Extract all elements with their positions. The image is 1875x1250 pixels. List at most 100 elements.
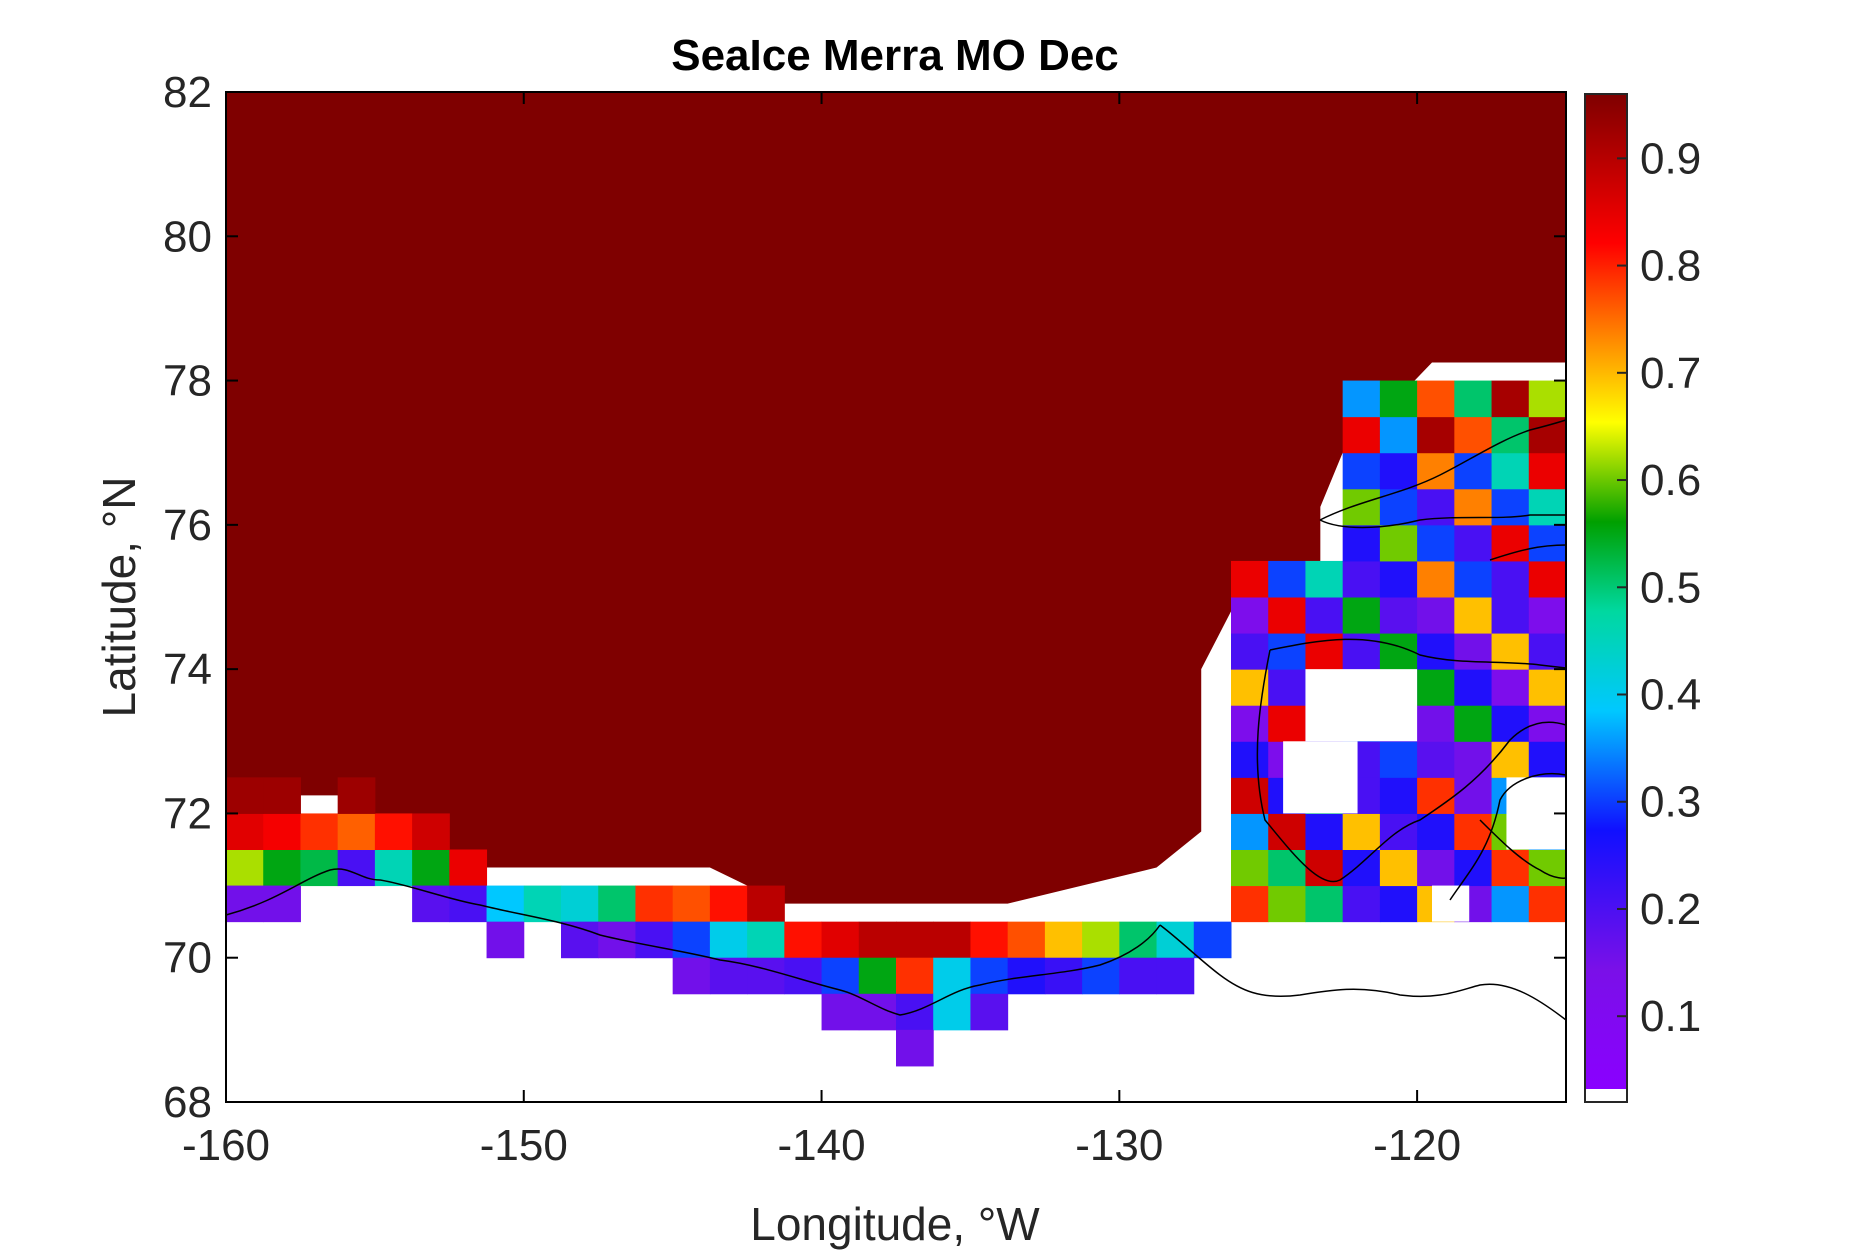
x-tick-label: -160 — [182, 1121, 270, 1170]
heatmap-cell — [1268, 669, 1306, 706]
y-tick-label: 80 — [163, 212, 212, 261]
heatmap-cell — [1342, 488, 1381, 526]
heatmap-ice-region — [226, 92, 1566, 904]
heatmap-cell — [1231, 813, 1269, 850]
heatmap-cell — [896, 993, 934, 1031]
heatmap-cell — [635, 921, 674, 959]
heatmap-cell — [486, 921, 525, 959]
heatmap-cell — [1342, 524, 1381, 562]
heatmap-cell — [933, 993, 971, 1031]
heatmap-cell — [1268, 885, 1306, 923]
heatmap-cell — [1417, 813, 1455, 850]
y-axis-label: Latitude, °N — [93, 477, 145, 718]
heatmap-cell — [1491, 597, 1530, 634]
heatmap-cell — [1491, 452, 1530, 490]
heatmap-cell — [1342, 885, 1381, 923]
heatmap-cell — [263, 777, 301, 814]
y-tick-label: 74 — [163, 645, 212, 694]
heatmap-cell — [1454, 452, 1493, 490]
heatmap-cells — [226, 92, 1567, 1067]
coastline-parry-islands — [1319, 419, 1567, 561]
heatmap-cell — [1305, 885, 1344, 923]
heatmap-cell — [449, 885, 488, 923]
colorbar-tick-label: 0.6 — [1640, 456, 1701, 505]
heatmap-cell — [374, 813, 413, 850]
y-axis-ticks: 68 70 72 74 76 78 80 82 — [163, 68, 1566, 1127]
heatmap-cell — [263, 813, 301, 850]
heatmap-cell — [821, 957, 860, 995]
y-tick-label: 72 — [163, 789, 212, 838]
heatmap-cell — [412, 885, 450, 923]
heatmap-cell — [1528, 560, 1567, 598]
colorbar-frame — [1584, 93, 1628, 1103]
heatmap-cell — [747, 957, 785, 995]
heatmap-cell — [1417, 705, 1455, 742]
heatmap-cell — [1082, 957, 1120, 995]
heatmap-cell — [896, 957, 934, 995]
heatmap-cell — [1528, 524, 1567, 562]
heatmap-cell — [1528, 885, 1567, 923]
heatmap-cell — [747, 885, 785, 923]
colorbar-tick-label: 0.8 — [1640, 242, 1701, 291]
heatmap-cell — [672, 957, 711, 995]
heatmap-cell — [1305, 633, 1344, 670]
colorbar-gradient — [1585, 94, 1627, 1089]
heatmap-cell — [1454, 488, 1493, 526]
coastline-canada — [1159, 924, 1567, 1021]
heatmap-cell — [1491, 416, 1530, 454]
heatmap-cell — [1342, 813, 1381, 850]
heatmap-cell — [1379, 560, 1418, 598]
heatmap-cell — [1342, 560, 1381, 598]
heatmap-cell — [1491, 705, 1530, 742]
x-tick-label: -120 — [1373, 1121, 1461, 1170]
heatmap-cell — [1491, 560, 1530, 598]
heatmap-cell — [1379, 488, 1418, 526]
heatmap-cell — [896, 1029, 934, 1067]
heatmap-cell — [1454, 597, 1493, 634]
heatmap-cell — [337, 849, 376, 887]
heatmap-cell — [1379, 885, 1418, 923]
heatmap-cell — [263, 885, 301, 923]
heatmap-cell — [1231, 597, 1269, 634]
heatmap-cell — [561, 885, 599, 923]
heatmap-cell — [1268, 705, 1306, 742]
heatmap-missing-cell — [1283, 741, 1358, 814]
y-tick-label: 82 — [163, 68, 212, 117]
heatmap-cell — [226, 813, 264, 850]
heatmap-cell — [1305, 560, 1344, 598]
coastline-overlay — [225, 419, 1567, 1021]
colorbar-tick-label: 0.7 — [1640, 349, 1701, 398]
heatmap-cell — [821, 921, 860, 959]
heatmap-cell — [1119, 957, 1158, 995]
heatmap-cell — [1156, 957, 1195, 995]
heatmap-cell — [1342, 452, 1381, 490]
heatmap-cell — [1417, 741, 1455, 778]
heatmap-cell — [1491, 885, 1530, 923]
heatmap-cell — [858, 921, 897, 959]
heatmap-cell — [1417, 597, 1455, 634]
heatmap-cell — [1231, 741, 1269, 778]
heatmap-cell — [709, 921, 748, 959]
heatmap-cell — [1342, 416, 1381, 454]
heatmap-cell — [412, 849, 450, 887]
heatmap-cell — [1342, 597, 1381, 634]
y-tick-label: 70 — [163, 934, 212, 983]
heatmap-cell — [412, 813, 450, 850]
heatmap-cell — [1082, 921, 1120, 959]
heatmap-cell — [747, 921, 785, 959]
chart-title: SeaIce Merra MO Dec — [671, 31, 1119, 80]
heatmap-cell — [598, 885, 636, 923]
heatmap-cell — [226, 777, 264, 814]
heatmap-cell — [1528, 633, 1567, 670]
heatmap-cell — [1379, 452, 1418, 490]
heatmap-cell — [1379, 416, 1418, 454]
heatmap-cell — [1454, 416, 1493, 454]
heatmap-cell — [1268, 597, 1306, 634]
colorbar-tick-label: 0.4 — [1640, 671, 1701, 720]
heatmap-cell — [1491, 669, 1530, 706]
heatmap-cell — [1454, 524, 1493, 562]
heatmap-cell — [1528, 416, 1567, 454]
colorbar: 0.1 0.2 0.3 0.4 0.5 0.6 0.7 0.8 0.9 — [1584, 93, 1701, 1103]
heatmap-cell — [486, 885, 525, 923]
